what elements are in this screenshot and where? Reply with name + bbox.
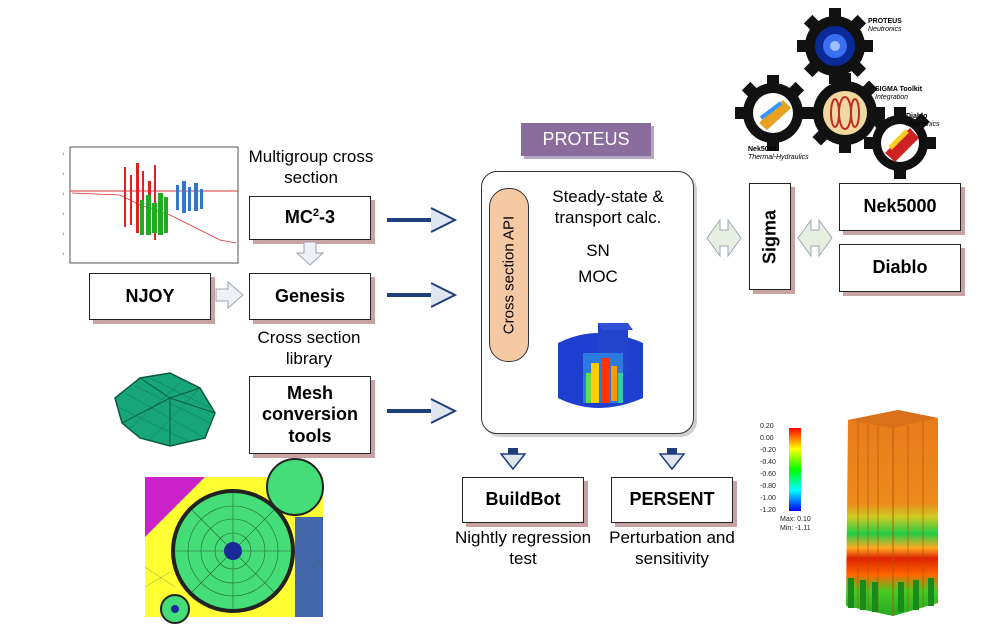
svg-text:1: 1 bbox=[62, 171, 65, 176]
flow-arrow-icon bbox=[387, 398, 458, 424]
assembly-column-render bbox=[846, 410, 938, 616]
gear-cluster-icon bbox=[735, 8, 936, 179]
double-arrow-icon bbox=[706, 218, 742, 258]
method-moc: MOC bbox=[578, 267, 618, 286]
gear-proteus-label: PROTEUS Neutronics bbox=[868, 18, 902, 33]
down-arrow-icon bbox=[499, 448, 527, 471]
diablo-box[interactable]: Diablo bbox=[839, 244, 961, 292]
legend-tick: -0.20 bbox=[760, 447, 776, 454]
multigroup-label: Multigroup cross section bbox=[248, 147, 374, 188]
svg-text:1: 1 bbox=[62, 191, 65, 196]
svg-text:1: 1 bbox=[62, 151, 65, 156]
genesis-box[interactable]: Genesis bbox=[249, 273, 371, 320]
flow-arrow-icon bbox=[387, 282, 458, 308]
pin-mesh-image bbox=[144, 458, 324, 624]
legend-tick: -1.00 bbox=[760, 495, 776, 502]
svg-text:1: 1 bbox=[62, 251, 65, 256]
legend-tick: -0.80 bbox=[760, 483, 776, 490]
down-arrow-icon bbox=[658, 448, 686, 471]
mesh-geometry-image bbox=[114, 372, 216, 447]
mc23-box[interactable]: MC2-3 bbox=[249, 196, 371, 240]
legend-min: Min: -1.11 bbox=[780, 525, 811, 532]
flow-arrow-icon bbox=[387, 207, 458, 233]
buildbot-box[interactable]: BuildBot bbox=[462, 477, 584, 523]
cross-section-library-label: Cross section library bbox=[257, 328, 361, 369]
legend-tick: -0.40 bbox=[760, 459, 776, 466]
calc-label: Steady-state & transport calc. bbox=[552, 187, 664, 228]
nek5000-box[interactable]: Nek5000 bbox=[839, 183, 961, 231]
legend-tick: -1.20 bbox=[760, 507, 776, 514]
buildbot-caption: Nightly regression test bbox=[454, 528, 592, 569]
cross-section-api-label: Cross section API bbox=[500, 215, 518, 335]
gear-nek-label: Nek5000 Thermal-Hydraulics bbox=[748, 146, 809, 161]
legend-tick: 0.20 bbox=[760, 423, 774, 430]
legend-max: Max: 0.10 bbox=[780, 516, 811, 523]
down-arrow-icon bbox=[295, 241, 325, 266]
svg-text:1: 1 bbox=[62, 211, 65, 216]
njoy-box[interactable]: NJOY bbox=[89, 273, 211, 320]
legend-tick: -0.60 bbox=[760, 471, 776, 478]
double-arrow-icon bbox=[797, 218, 833, 258]
sigma-label: Sigma bbox=[759, 209, 780, 264]
gear-diablo-label: Diablo Mechanics bbox=[906, 113, 940, 128]
legend-tick: 0.00 bbox=[760, 435, 774, 442]
mesh-conversion-box[interactable]: Mesh conversion tools bbox=[249, 376, 371, 454]
cross-section-api-pill: Cross section API bbox=[489, 188, 529, 362]
sigma-box[interactable]: Sigma bbox=[749, 183, 791, 290]
persent-box[interactable]: PERSENT bbox=[611, 477, 733, 523]
reactor-core-render bbox=[558, 323, 643, 408]
persent-caption: Perturbation and sensitivity bbox=[609, 528, 735, 569]
proteus-title: PROTEUS bbox=[521, 123, 651, 156]
gear-sigma-label: SIGMA Toolkit Integration bbox=[875, 86, 923, 101]
method-sn: SN bbox=[586, 241, 610, 260]
svg-text:1: 1 bbox=[62, 231, 65, 236]
mc23-label: MC2-3 bbox=[284, 207, 336, 228]
color-scale-bar bbox=[789, 428, 801, 511]
cross-section-spectrum-plot: 1 1 1 1 1 1 bbox=[62, 146, 239, 264]
right-arrow-icon bbox=[215, 280, 244, 310]
